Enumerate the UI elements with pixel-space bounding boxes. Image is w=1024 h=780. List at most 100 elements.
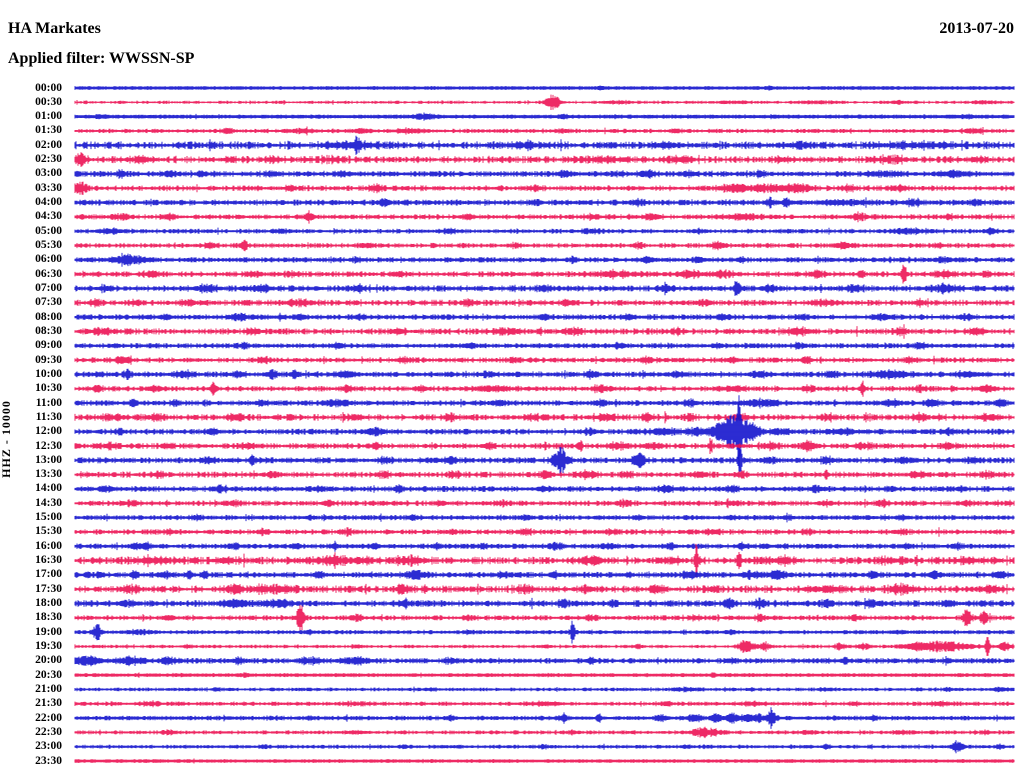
seismogram-trace-0130 — [74, 126, 1015, 136]
seismogram-trace-1930 — [74, 637, 1015, 656]
seismogram-trace-2200 — [74, 707, 1015, 729]
time-label: 17:00 — [35, 568, 62, 581]
time-label: 06:30 — [35, 267, 62, 280]
time-label: 00:00 — [35, 81, 62, 94]
time-label: 10:00 — [35, 367, 62, 380]
time-label: 20:30 — [35, 668, 62, 681]
time-label: 01:00 — [35, 110, 62, 123]
time-label: 04:30 — [35, 210, 62, 223]
time-label: 00:30 — [35, 95, 62, 108]
seismogram-trace-1730 — [74, 582, 1015, 596]
seismogram-trace-0300 — [74, 169, 1015, 179]
time-label: 07:00 — [35, 281, 62, 294]
seismogram-trace-0100 — [74, 112, 1015, 121]
time-label: 04:00 — [35, 196, 62, 209]
seismogram-trace-2230 — [74, 726, 1015, 739]
time-label: 12:00 — [35, 425, 62, 438]
seismogram-trace-1530 — [74, 527, 1015, 537]
seismogram-trace-1500 — [74, 512, 1015, 523]
seismogram-trace-1300 — [74, 446, 1015, 474]
seismogram-trace-0200 — [74, 135, 1015, 155]
seismogram-trace-0000 — [74, 85, 1015, 91]
seismogram-trace-0030 — [74, 94, 1015, 110]
station-name: HA Markates — [8, 20, 101, 37]
time-label: 16:30 — [35, 554, 62, 567]
time-label: 21:30 — [35, 697, 62, 710]
seismogram-trace-1630 — [74, 543, 1015, 578]
time-label: 07:30 — [35, 296, 62, 309]
seismogram-trace-1030 — [74, 380, 1015, 397]
time-label: 03:30 — [35, 181, 62, 194]
seismogram-trace-0430 — [74, 210, 1015, 224]
seismogram-trace-0500 — [74, 227, 1015, 236]
time-label: 02:00 — [35, 138, 62, 151]
seismogram-trace-2030 — [74, 672, 1015, 678]
seismogram-trace-2100 — [74, 686, 1015, 693]
seismogram-trace-1130 — [74, 411, 1015, 424]
seismogram-trace-1000 — [74, 368, 1015, 380]
seismogram-trace-1200 — [74, 395, 1015, 469]
seismogram-trace-0930 — [74, 355, 1015, 365]
seismogram-trace-0730 — [74, 297, 1015, 308]
seismogram-trace-2130 — [74, 700, 1015, 708]
time-label: 05:30 — [35, 239, 62, 252]
time-label: 14:30 — [35, 496, 62, 509]
seismogram-trace-1330 — [74, 469, 1015, 481]
seismogram-trace-0830 — [74, 324, 1015, 339]
seismogram-trace-1230 — [74, 438, 1015, 454]
time-label: 23:30 — [35, 754, 62, 767]
time-label: 21:00 — [35, 682, 62, 695]
time-label: 15:00 — [35, 511, 62, 524]
seismogram-trace-1400 — [74, 484, 1015, 494]
time-label: 15:30 — [35, 525, 62, 538]
time-label: 03:00 — [35, 167, 62, 180]
seismogram-trace-1800 — [74, 597, 1015, 610]
time-label: 11:30 — [35, 410, 62, 423]
seismogram-trace-2300 — [74, 740, 1015, 754]
time-label: 14:00 — [35, 482, 62, 495]
time-label: 09:30 — [35, 353, 62, 366]
time-label: 08:30 — [35, 324, 62, 337]
seismogram-trace-0330 — [74, 181, 1015, 195]
time-label: 23:00 — [35, 740, 62, 753]
seismogram-trace-0530 — [74, 239, 1015, 252]
seismogram-trace-2330 — [74, 758, 1015, 764]
seismogram-trace-1900 — [74, 620, 1015, 644]
time-label: 12:30 — [35, 439, 62, 452]
seismogram-trace-1830 — [74, 604, 1015, 631]
time-label: 13:00 — [35, 453, 62, 466]
seismogram-trace-0400 — [74, 196, 1015, 209]
seismogram-trace-1700 — [74, 569, 1015, 580]
time-label: 19:30 — [35, 639, 62, 652]
seismogram-trace-0630 — [74, 264, 1015, 284]
time-label: 19:00 — [35, 625, 62, 638]
seismogram-trace-0230 — [74, 152, 1015, 167]
time-label: 20:00 — [35, 654, 62, 667]
time-label: 01:30 — [35, 124, 62, 137]
time-label: 02:30 — [35, 153, 62, 166]
time-label: 13:30 — [35, 468, 62, 481]
time-label: 18:00 — [35, 597, 62, 610]
time-label: 05:00 — [35, 224, 62, 237]
time-label: 08:00 — [35, 310, 62, 323]
seismogram-trace-1430 — [74, 498, 1015, 509]
time-label: 22:00 — [35, 711, 62, 724]
seismogram-trace-0700 — [74, 281, 1015, 296]
seismogram-trace-0800 — [74, 312, 1015, 322]
seismogram-trace-2000 — [74, 655, 1015, 667]
time-label: 06:00 — [35, 253, 62, 266]
applied-filter-label: Applied filter: WWSSN-SP — [8, 50, 195, 67]
seismogram-trace-1100 — [74, 397, 1015, 409]
time-label: 17:30 — [35, 582, 62, 595]
time-label: 18:30 — [35, 611, 62, 624]
seismogram-trace-1600 — [74, 540, 1015, 552]
seismogram-trace-0600 — [74, 252, 1015, 267]
seismogram-trace-0900 — [74, 341, 1015, 350]
record-date: 2013-07-20 — [939, 20, 1014, 37]
time-label: 09:00 — [35, 339, 62, 352]
time-label: 11:00 — [35, 396, 62, 409]
time-label: 16:00 — [35, 539, 62, 552]
time-label: 22:30 — [35, 725, 62, 738]
